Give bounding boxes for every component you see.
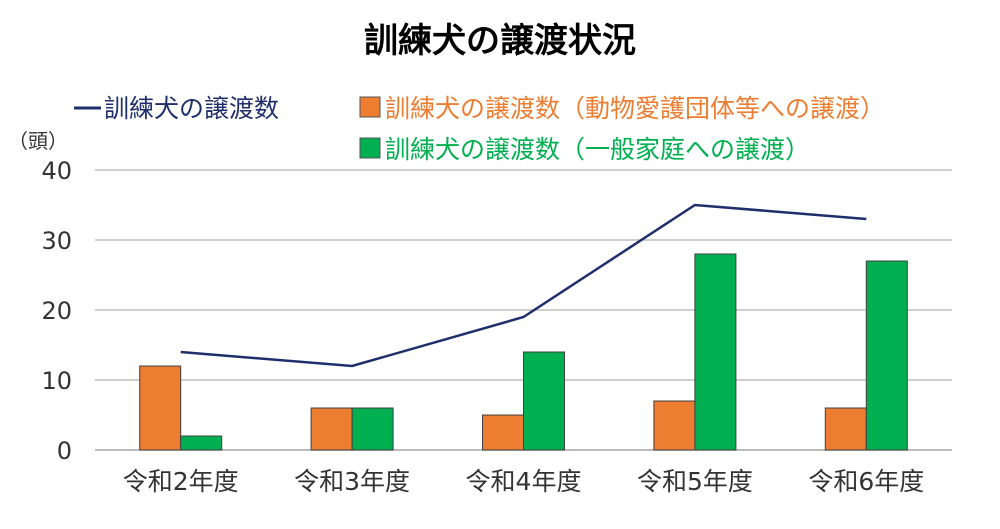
bar-household <box>865 260 908 451</box>
bar-organization <box>824 407 867 451</box>
x-tick-label: 令和6年度 <box>808 467 924 496</box>
y-axis-unit: （頭） <box>8 129 68 153</box>
bars <box>139 253 908 451</box>
x-tick-label: 令和4年度 <box>466 467 582 496</box>
bar-organization <box>310 407 353 451</box>
y-tick-label: 40 <box>41 157 72 185</box>
y-tick-label: 20 <box>41 297 72 325</box>
bar-organization <box>653 400 696 451</box>
bar-household <box>694 253 737 451</box>
legend-swatch-household <box>359 137 381 159</box>
legend-label-organization: 訓練犬の譲渡数（動物愛護団体等への譲渡） <box>385 94 885 123</box>
legend-swatch-organization <box>359 96 381 118</box>
legend-label-household: 訓練犬の譲渡数（一般家庭への譲渡） <box>385 135 810 164</box>
chart-title: 訓練犬の譲渡状況 <box>364 21 636 61</box>
y-tick-label: 0 <box>57 437 72 465</box>
x-tick-label: 令和2年度 <box>123 467 239 496</box>
line-series <box>180 203 867 368</box>
x-tick-label: 令和3年度 <box>294 467 410 496</box>
axes: 0 10 20 30 40 令和2年度 令和3年度 令和4年度 令和5年度 令和6年度 <box>41 157 924 496</box>
bar-household <box>180 435 223 451</box>
y-tick-label: 30 <box>41 227 72 255</box>
bar-household <box>351 407 394 451</box>
bar-household <box>523 351 565 451</box>
y-tick-label: 10 <box>41 367 72 395</box>
legend-label-total: 訓練犬の譲渡数 <box>104 94 279 123</box>
x-tick-label: 令和5年度 <box>637 467 753 496</box>
bar-organization <box>139 365 182 451</box>
total-line <box>180 203 867 368</box>
legend: 訓練犬の譲渡数 訓練犬の譲渡数（動物愛護団体等への譲渡） 訓練犬の譲渡数（一般家… <box>74 94 885 164</box>
bar-organization <box>482 414 524 451</box>
